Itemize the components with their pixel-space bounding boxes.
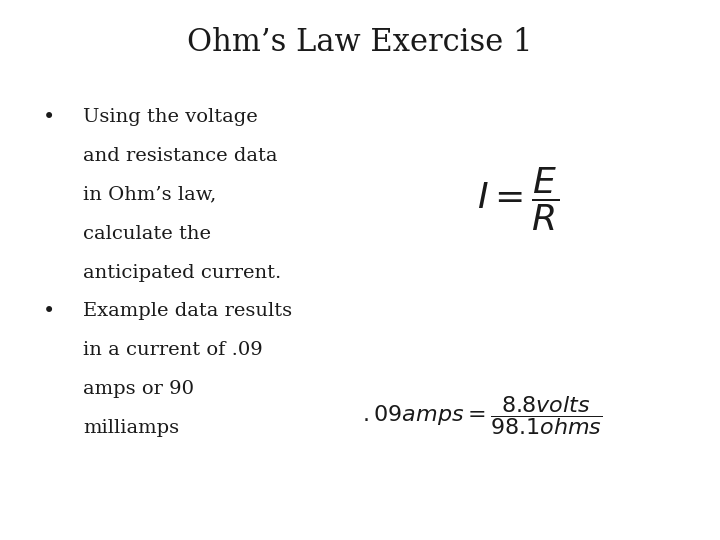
Text: •: •	[43, 302, 55, 321]
Text: calculate the: calculate the	[83, 225, 211, 242]
Text: •: •	[43, 108, 55, 127]
Text: amps or 90: amps or 90	[83, 380, 194, 398]
Text: milliamps: milliamps	[83, 419, 179, 437]
Text: Using the voltage: Using the voltage	[83, 108, 258, 126]
Text: $\mathit{I} = \dfrac{\mathit{E}}{\mathit{R}}$: $\mathit{I} = \dfrac{\mathit{E}}{\mathit…	[477, 166, 559, 233]
Text: Ohm’s Law Exercise 1: Ohm’s Law Exercise 1	[187, 27, 533, 58]
Text: anticipated current.: anticipated current.	[83, 264, 281, 281]
Text: in a current of .09: in a current of .09	[83, 341, 263, 359]
Text: in Ohm’s law,: in Ohm’s law,	[83, 186, 216, 204]
Text: $.09\mathit{amps} = \dfrac{8.8\mathit{volts}}{98.1\mathit{ohms}}$: $.09\mathit{amps} = \dfrac{8.8\mathit{vo…	[362, 394, 603, 437]
Text: Example data results: Example data results	[83, 302, 292, 320]
Text: and resistance data: and resistance data	[83, 147, 277, 165]
